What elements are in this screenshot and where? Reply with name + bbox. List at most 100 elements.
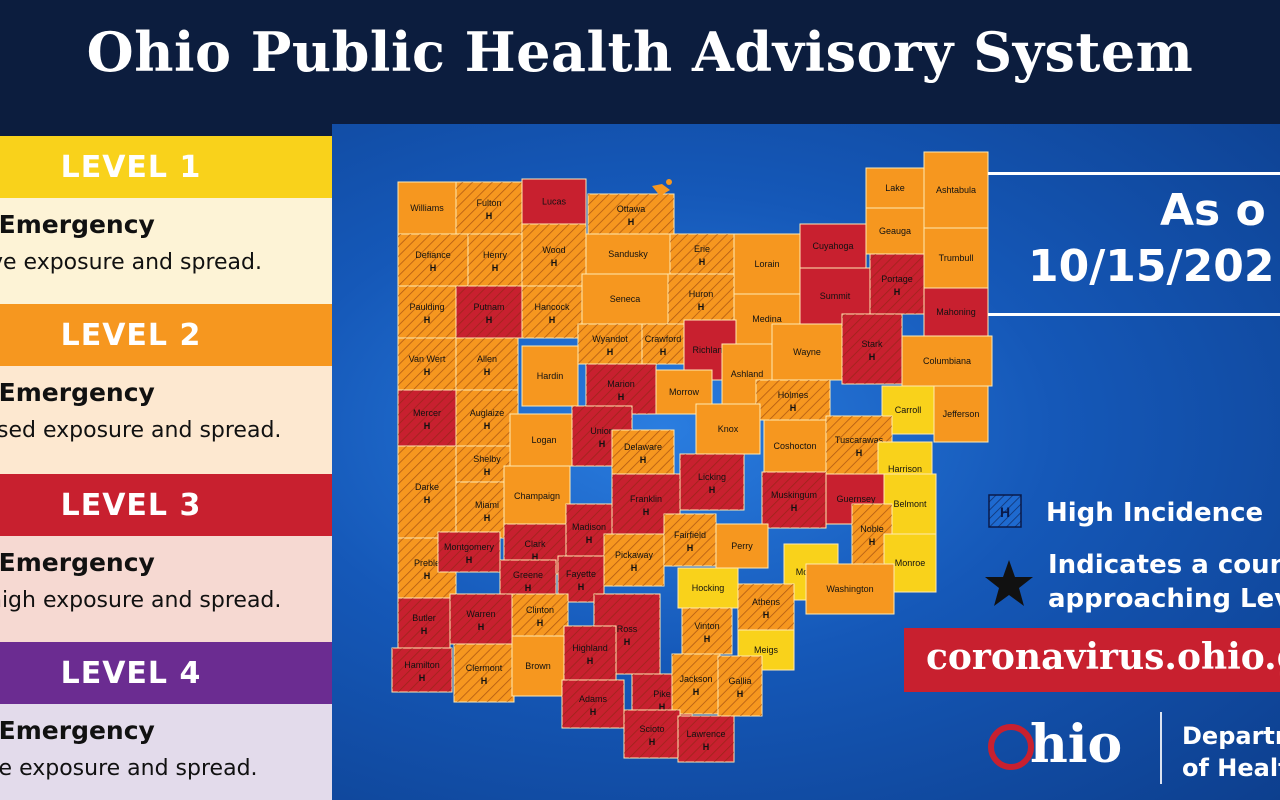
county-label: Meigs bbox=[754, 645, 779, 655]
county-label: Crawford bbox=[645, 334, 682, 344]
level-3-heading: LEVEL 3 bbox=[0, 474, 332, 536]
county-label: Shelby bbox=[473, 454, 501, 464]
county-label: Miami bbox=[475, 500, 499, 510]
county-label: Madison bbox=[572, 522, 606, 532]
high-incidence-letter: H bbox=[590, 707, 597, 717]
county-label: Tuscarawas bbox=[835, 435, 884, 445]
county-label: Harrison bbox=[888, 464, 922, 474]
county-label: Hancock bbox=[534, 302, 570, 312]
county-label: Ashland bbox=[731, 369, 764, 379]
county-athens: Athens H bbox=[737, 583, 795, 631]
county-warren: Warren H bbox=[449, 593, 513, 645]
county-mahoning: Mahoning bbox=[923, 287, 989, 337]
county-label: Seneca bbox=[610, 294, 641, 304]
level-legend-panel: LEVEL 1 lic Emergency ve exposure and spre… bbox=[0, 124, 332, 800]
high-incidence-letter: H bbox=[486, 315, 493, 325]
high-incidence-letter: H bbox=[424, 315, 431, 325]
level-4-line1: lic Emergency bbox=[0, 716, 155, 745]
high-incidence-letter: H bbox=[628, 217, 635, 227]
county-label: Allen bbox=[477, 354, 497, 364]
county-darke: Darke H bbox=[397, 445, 457, 539]
page-title: Ohio Public Health Advisory System bbox=[86, 20, 1194, 84]
county-label: Defiance bbox=[415, 250, 451, 260]
ohio-o-ring-icon bbox=[988, 724, 1034, 770]
as-of-box: As o 10/15/202 bbox=[988, 172, 1280, 316]
high-incidence-letter: H bbox=[478, 622, 485, 632]
county-label: Clark bbox=[524, 539, 546, 549]
county-label: Portage bbox=[881, 274, 913, 284]
county-butler: Butler H bbox=[397, 597, 451, 649]
county-label: Stark bbox=[861, 339, 883, 349]
high-incidence-hatch bbox=[762, 472, 826, 528]
county-label: Warren bbox=[466, 609, 495, 619]
high-incidence-hatch bbox=[398, 338, 456, 390]
county-trumbull: Trumbull bbox=[923, 227, 989, 289]
high-incidence-letter: H bbox=[525, 583, 532, 593]
county-perry: Perry bbox=[715, 523, 769, 569]
ohio-logo-word: hio bbox=[1030, 714, 1123, 775]
county-geauga: Geauga bbox=[865, 207, 925, 255]
county-label: Mercer bbox=[413, 408, 441, 418]
high-incidence-label: High Incidence bbox=[1046, 498, 1264, 528]
county-label: Monroe bbox=[895, 558, 926, 568]
county-label: Hamilton bbox=[404, 660, 440, 670]
county-label: Brown bbox=[525, 661, 551, 671]
county-vinton: Vinton H bbox=[681, 607, 733, 655]
county-label: Lorain bbox=[754, 259, 779, 269]
county-label: Noble bbox=[860, 524, 884, 534]
high-incidence-letter: H bbox=[492, 263, 499, 273]
county-label: Greene bbox=[513, 570, 543, 580]
high-incidence-hatch bbox=[738, 584, 794, 630]
county-label: Van Wert bbox=[409, 354, 446, 364]
county-label: Paulding bbox=[409, 302, 444, 312]
high-incidence-hatch bbox=[682, 608, 732, 654]
high-incidence-letter: H bbox=[484, 467, 491, 477]
county-label: Richland bbox=[692, 345, 727, 355]
county-label: Ashtabula bbox=[936, 185, 976, 195]
county-jackson: Jackson H bbox=[671, 653, 721, 715]
high-incidence-letter: H bbox=[424, 367, 431, 377]
county-label: Scioto bbox=[639, 724, 664, 734]
high-incidence-letter: H bbox=[537, 618, 544, 628]
county-muskingum: Muskingum H bbox=[761, 471, 827, 529]
high-incidence-letter: H bbox=[586, 535, 593, 545]
level-2-line1: lic Emergency bbox=[0, 378, 155, 407]
high-incidence-letter: H bbox=[599, 439, 606, 449]
county-label: Cuyahoga bbox=[812, 241, 853, 251]
county-lake: Lake bbox=[865, 167, 925, 209]
county-montgomery: Montgomery H bbox=[437, 531, 501, 573]
level-1-line1: lic Emergency bbox=[0, 210, 155, 239]
county-hocking: Hocking bbox=[677, 567, 739, 609]
logo-divider bbox=[1160, 712, 1162, 784]
high-incidence-hatch bbox=[668, 274, 734, 324]
high-incidence-letter: H bbox=[532, 552, 539, 562]
county-coshocton: Coshocton bbox=[763, 419, 827, 473]
county-licking: Licking H bbox=[679, 453, 745, 511]
high-incidence-hatch bbox=[398, 598, 450, 648]
county-label: Holmes bbox=[778, 390, 809, 400]
high-incidence-letter: H bbox=[791, 503, 798, 513]
county-label: Carroll bbox=[895, 405, 922, 415]
county-label: Adams bbox=[579, 694, 608, 704]
high-incidence-swatch-icon: H bbox=[988, 494, 1022, 528]
url-banner[interactable]: coronavirus.ohio.g bbox=[904, 628, 1280, 692]
county-label: Butler bbox=[412, 613, 436, 623]
level-3-description: lic Emergency high exposure and spread. bbox=[0, 536, 332, 644]
county-lorain: Lorain bbox=[733, 233, 801, 295]
high-incidence-hatch bbox=[454, 644, 514, 702]
high-incidence-hatch bbox=[842, 314, 902, 384]
high-incidence-hatch bbox=[670, 234, 734, 274]
high-incidence-letter: H bbox=[578, 582, 585, 592]
county-label: Lake bbox=[885, 183, 905, 193]
county-label: Wyandot bbox=[592, 334, 628, 344]
high-incidence-hatch bbox=[512, 594, 568, 636]
high-incidence-letter: H bbox=[790, 403, 797, 413]
high-incidence-letter: H bbox=[466, 555, 473, 565]
county-label: Union bbox=[590, 426, 614, 436]
high-incidence-letter: H bbox=[856, 448, 863, 458]
county-ashtabula: Ashtabula bbox=[923, 151, 989, 229]
high-incidence-hatch bbox=[564, 626, 616, 680]
county-lawrence: Lawrence H bbox=[677, 715, 735, 763]
county-label: Jefferson bbox=[943, 409, 980, 419]
svg-text:H: H bbox=[1000, 504, 1010, 520]
